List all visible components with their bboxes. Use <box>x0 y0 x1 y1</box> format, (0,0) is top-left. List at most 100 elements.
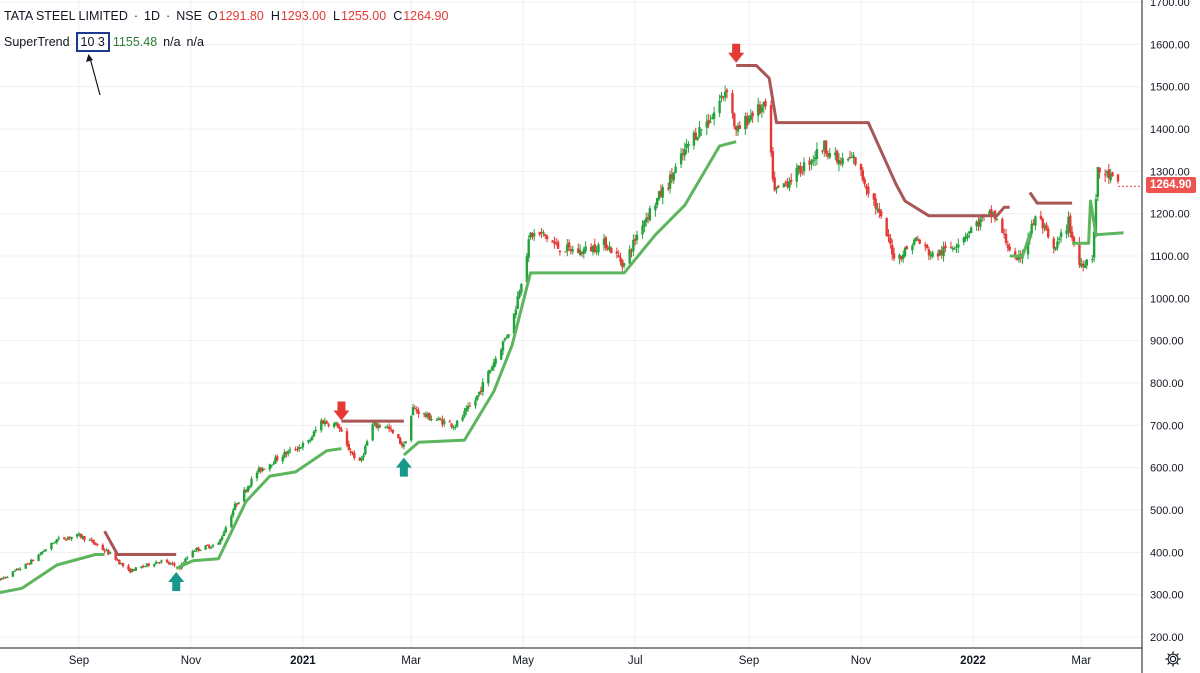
candle-body <box>841 158 844 165</box>
candle-body <box>685 143 688 149</box>
y-tick-label: 400.00 <box>1150 547 1184 559</box>
candle-body <box>441 419 444 425</box>
candle-body <box>764 101 767 107</box>
candle-body <box>233 503 237 510</box>
candle-body <box>968 231 971 234</box>
x-tick-label: Sep <box>69 655 89 667</box>
candle-body <box>222 532 226 537</box>
candle-body <box>314 429 317 432</box>
candle-body <box>736 125 740 132</box>
candle-body <box>461 416 464 421</box>
candle-body <box>490 367 494 371</box>
candle-body <box>494 358 497 364</box>
candle-body <box>879 211 883 217</box>
candle-body <box>334 422 338 425</box>
candle-body <box>667 188 670 190</box>
candle-body <box>70 536 73 539</box>
candle-body <box>160 560 163 562</box>
candle-body <box>648 208 652 221</box>
candle-body <box>957 244 960 248</box>
candle-body <box>145 563 149 566</box>
candle-body <box>692 132 696 146</box>
candle-body <box>477 391 481 395</box>
candle-body <box>301 443 305 448</box>
indicator-params[interactable]: 10 3 <box>75 32 110 52</box>
indicator-name[interactable]: SuperTrend <box>4 35 70 49</box>
candle-body <box>452 426 455 428</box>
candle-body <box>242 489 246 502</box>
supertrend-line-up <box>175 447 342 570</box>
candle-body <box>1105 171 1109 174</box>
candle-body <box>42 550 46 552</box>
candle-body <box>230 516 233 527</box>
candle-body <box>1034 216 1037 226</box>
symbol-name[interactable]: TATA STEEL LIMITED <box>4 9 128 23</box>
candle-body <box>143 566 147 568</box>
candle-body <box>1085 259 1088 266</box>
candle-body <box>153 564 156 567</box>
candle-body <box>890 244 894 255</box>
candle-body <box>288 449 292 451</box>
candle-body <box>376 424 380 429</box>
candle-body <box>15 568 18 571</box>
candle-body <box>147 563 150 566</box>
candle-body <box>964 236 967 239</box>
candle-body <box>167 562 171 565</box>
candle-body <box>758 104 762 114</box>
candle-body <box>158 562 161 564</box>
candle-body <box>206 544 209 546</box>
candle-body <box>797 165 800 170</box>
candle-body <box>397 434 400 439</box>
candle-body <box>1026 238 1030 255</box>
up-arrow-icon <box>395 457 412 477</box>
candle-body <box>698 127 701 137</box>
candle-body <box>902 254 905 259</box>
gear-icon[interactable] <box>1164 650 1182 668</box>
candle-body <box>718 100 721 114</box>
candle-body <box>116 559 119 561</box>
candle-body <box>299 447 303 449</box>
interval-label[interactable]: 1D <box>144 9 161 23</box>
candle-body <box>310 436 314 440</box>
candle-body <box>839 161 842 163</box>
supertrend-line-up <box>1072 199 1124 245</box>
candle-body <box>773 177 776 191</box>
candle-body <box>837 159 841 165</box>
candle-body <box>107 550 110 555</box>
x-tick-label: May <box>512 655 534 667</box>
candle-body <box>351 451 354 454</box>
candle-body <box>990 209 993 217</box>
candle-body <box>244 490 248 492</box>
candle-body <box>936 253 940 257</box>
candle-body <box>422 413 426 415</box>
candle-body <box>589 247 593 252</box>
candle-body <box>261 468 264 472</box>
y-tick-label: 1000.00 <box>1150 293 1190 305</box>
candle-body <box>1081 263 1085 267</box>
candle-body <box>399 437 402 445</box>
candle-body <box>18 568 22 570</box>
candle-body <box>119 563 123 565</box>
candle-body <box>2 577 5 579</box>
candle-body <box>533 233 536 237</box>
candle-body <box>1032 223 1035 225</box>
candle-body <box>824 140 828 154</box>
candle-body <box>1067 216 1070 232</box>
candle-body <box>1056 241 1059 248</box>
candle-body <box>551 240 554 243</box>
candle-body <box>980 216 984 218</box>
candle-body <box>1091 259 1094 261</box>
candle-body <box>345 431 349 446</box>
candle-body <box>571 249 574 252</box>
candle-body <box>628 249 631 264</box>
low-key: L <box>333 9 340 23</box>
candle-body <box>281 456 284 462</box>
candle-body <box>4 577 7 579</box>
candle-body <box>512 313 516 334</box>
y-tick-label: 200.00 <box>1150 632 1184 644</box>
candle-body <box>237 502 240 504</box>
candle-body <box>208 545 211 549</box>
annotation-arrowhead <box>86 54 93 62</box>
candle-body <box>619 257 622 262</box>
